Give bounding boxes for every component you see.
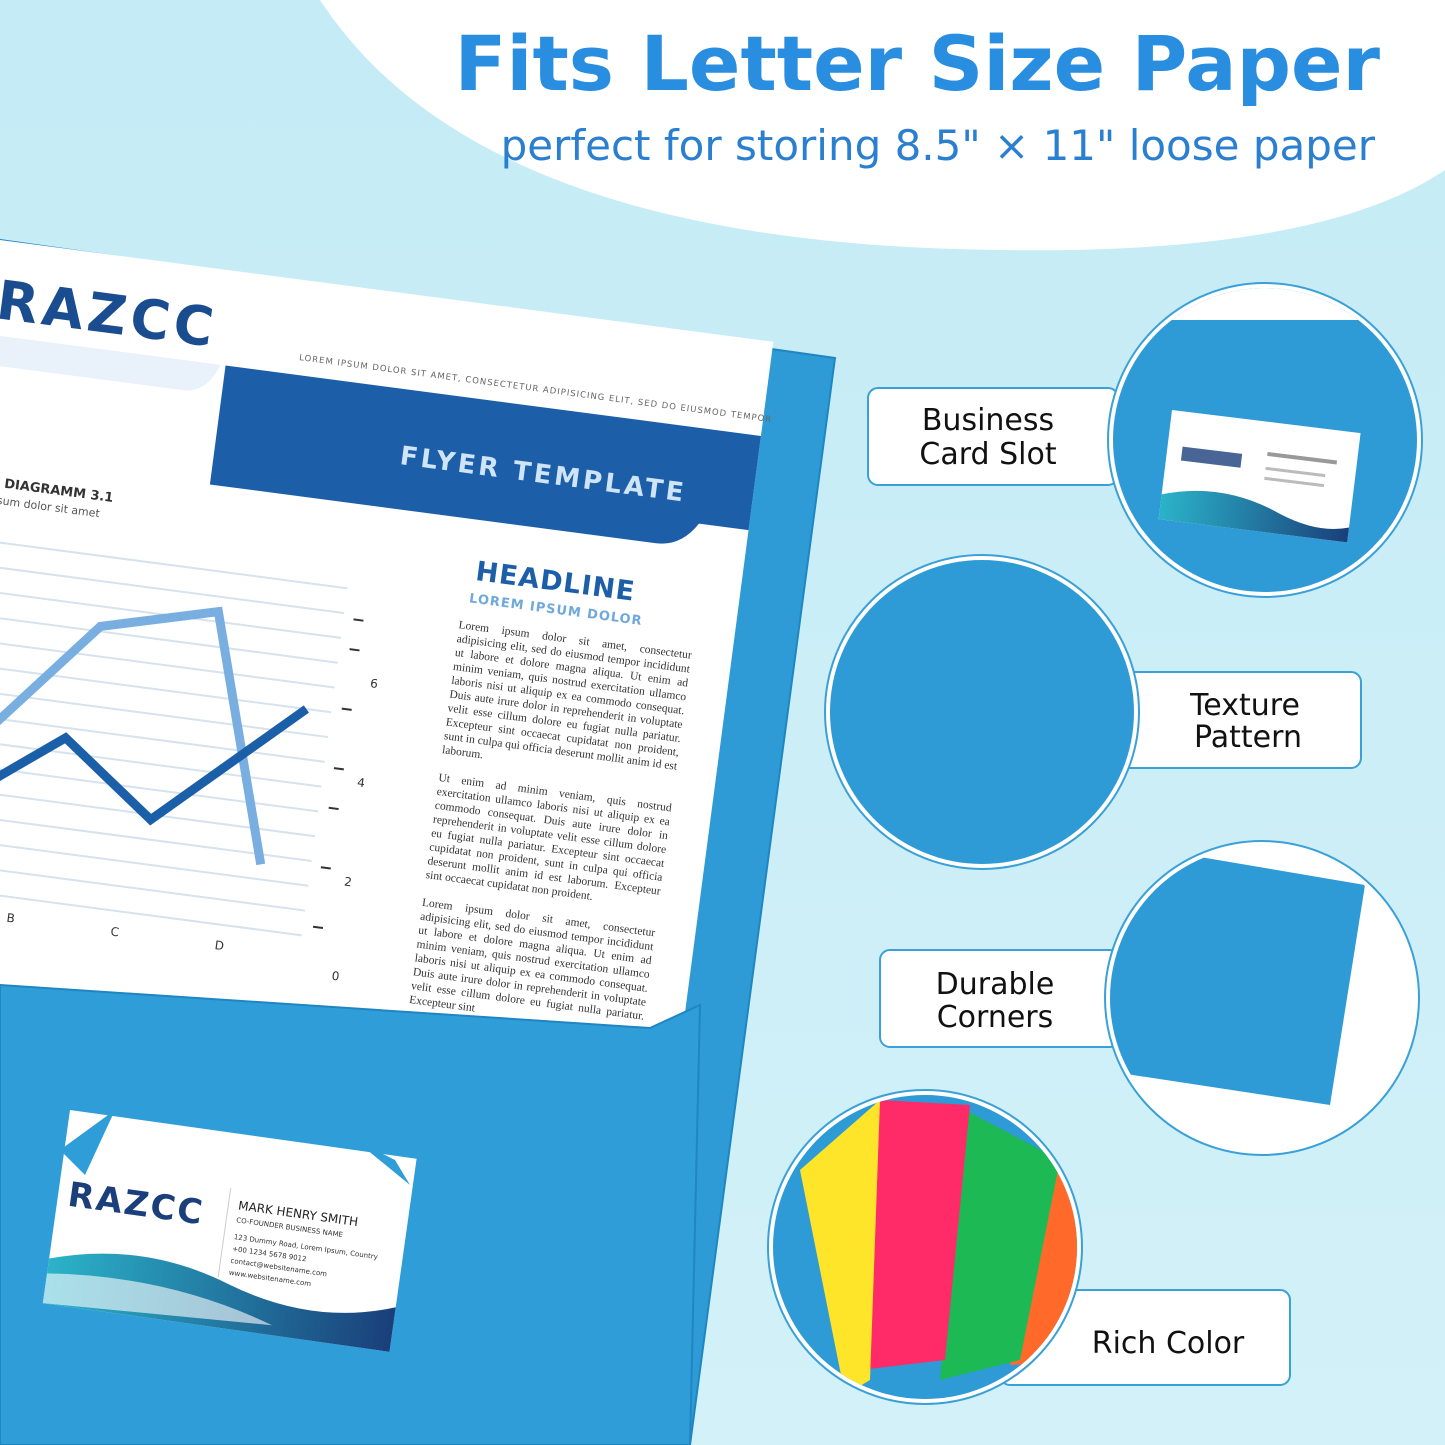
header-shape [320,0,1445,251]
card-slit [355,1140,410,1185]
axis-label: B [6,911,16,926]
corner-detail [1110,846,1365,1105]
texture-detail [830,560,1134,864]
callout-text: Pattern [1194,720,1302,755]
scale-label: 2 [343,874,352,889]
card-slit [60,1110,115,1175]
diagram-line-dark [0,705,310,826]
scale-ticks [312,618,364,930]
diagram-line-light [0,606,266,866]
color-detail [773,1095,1077,1399]
callout-text: Card Slot [919,437,1056,472]
card-wave [42,1253,396,1352]
scale-label: 0 [331,969,340,984]
subtitle: perfect for storing 8.5" × 11" loose pap… [501,121,1376,170]
scale-label: 6 [369,676,378,691]
callout-text: Durable [936,967,1055,1002]
paragraph: Lorem ipsum dolor sit amet, consectetur … [441,619,693,773]
callout-text: Business [922,403,1054,438]
flyer: RAZCC LOREM IPSUM DOLOR SIT AMET, CONSEC… [0,224,774,1235]
title: Fits Letter Size Paper [454,19,1380,108]
card-wave-light [42,1273,273,1326]
band-tab [0,334,221,391]
flyer-band [209,365,761,544]
card-divider [217,1188,232,1278]
callout-text: Rich Color [1092,1326,1245,1361]
card-slot-detail [1113,288,1417,592]
paragraph: Ut enim ad minim veniam, quis nostrud ex… [424,771,673,903]
callout-text: Corners [937,1000,1054,1035]
callout-text: Texture [1189,688,1300,723]
business-card: RAZCC MARK HENRY SMITH CO-FOUNDER BUSINE… [42,1110,417,1352]
axis-label: D [214,938,225,953]
axis-label: C [110,924,120,939]
scale-label: 4 [356,775,365,790]
